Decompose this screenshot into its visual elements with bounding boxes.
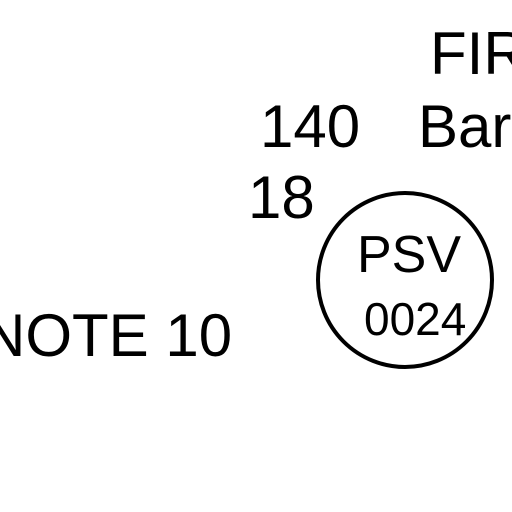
pressure-value: 140 <box>260 93 360 160</box>
fir-label: FIR <box>430 20 512 87</box>
psv-instrument-type: PSV <box>357 226 461 284</box>
line-number-label: 18 <box>248 164 315 231</box>
note-reference: NOTE 10 <box>0 302 232 369</box>
psv-instrument-bubble[interactable] <box>316 191 494 369</box>
psv-instrument-tag: 0024 <box>364 293 466 345</box>
pressure-unit: Bar <box>418 93 511 160</box>
